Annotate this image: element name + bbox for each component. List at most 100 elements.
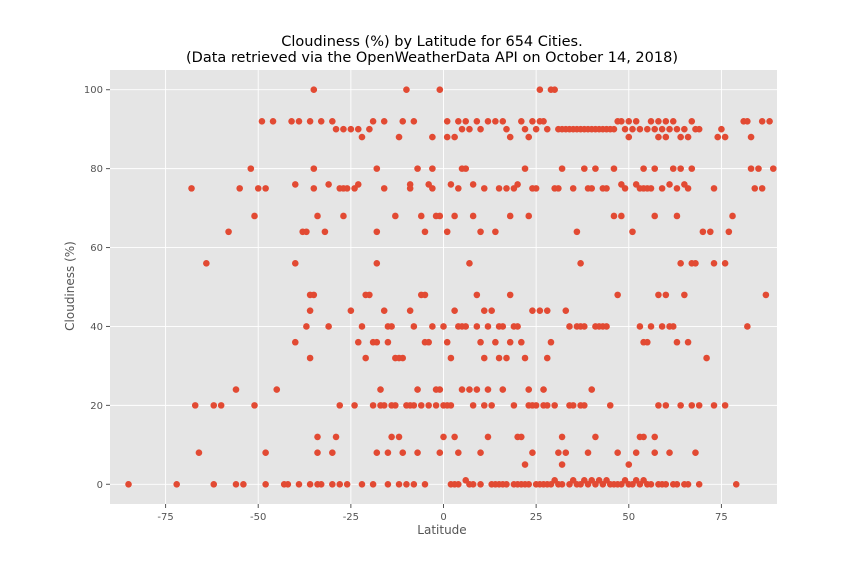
data-point — [621, 185, 629, 192]
data-point — [529, 307, 536, 314]
data-point — [558, 165, 566, 172]
data-point — [469, 181, 477, 188]
data-point — [473, 323, 481, 330]
chart-subtitle: (Data retrieved via the OpenWeatherData … — [186, 50, 678, 66]
data-point — [306, 117, 314, 125]
data-point — [395, 433, 403, 441]
data-point — [581, 323, 588, 330]
data-point — [632, 449, 640, 457]
data-point — [358, 133, 366, 141]
data-point — [291, 181, 299, 188]
data-point — [603, 323, 610, 330]
data-point — [640, 165, 647, 172]
data-point — [666, 181, 673, 188]
data-point — [543, 354, 551, 362]
data-point — [466, 125, 473, 133]
data-point — [503, 480, 510, 488]
data-point — [621, 125, 629, 133]
data-point — [684, 480, 692, 488]
data-point — [692, 260, 699, 267]
data-point — [436, 449, 444, 457]
data-point — [688, 117, 696, 125]
data-point — [677, 402, 684, 409]
data-point — [488, 307, 495, 314]
data-point — [588, 185, 596, 192]
data-point — [506, 338, 514, 346]
chart-title: Cloudiness (%) by Latitude for 654 Citie… — [281, 34, 583, 50]
data-point — [455, 480, 462, 488]
data-point — [332, 125, 340, 133]
data-point — [710, 402, 718, 409]
data-point — [366, 291, 373, 299]
data-point — [358, 323, 366, 330]
data-point — [369, 117, 377, 125]
data-point — [655, 402, 662, 409]
data-point — [525, 212, 533, 220]
data-point — [354, 125, 362, 133]
data-point — [236, 185, 243, 192]
data-point — [410, 323, 418, 330]
data-point — [666, 449, 673, 457]
data-point — [380, 402, 388, 409]
data-point — [558, 480, 566, 488]
data-point — [651, 433, 659, 441]
data-point — [447, 354, 455, 362]
data-point — [503, 125, 510, 133]
data-point — [625, 461, 633, 468]
data-point — [225, 228, 232, 236]
data-point — [688, 165, 696, 172]
data-point — [295, 117, 303, 125]
x-axis-ticks: -75 -50 -25 0 25 50 75 — [157, 504, 728, 523]
data-point — [640, 433, 647, 441]
data-point — [669, 165, 677, 172]
data-point — [373, 260, 381, 267]
data-point — [354, 338, 362, 346]
data-point — [414, 165, 421, 172]
data-point — [399, 449, 407, 457]
data-point — [436, 86, 444, 94]
data-point — [469, 212, 477, 220]
data-point — [306, 307, 314, 314]
data-point — [695, 402, 703, 409]
data-point — [188, 185, 195, 192]
data-point — [262, 185, 269, 192]
data-point — [362, 354, 369, 362]
data-point — [529, 449, 536, 457]
data-point — [373, 228, 381, 236]
data-point — [451, 433, 458, 441]
data-point — [317, 117, 325, 125]
data-point — [647, 117, 655, 125]
data-point — [403, 86, 410, 94]
data-point — [473, 291, 481, 299]
data-point — [514, 181, 521, 188]
data-point — [618, 117, 625, 125]
data-point — [755, 165, 762, 172]
data-point — [210, 480, 218, 488]
data-point — [406, 185, 414, 192]
data-point — [421, 480, 429, 488]
x-tick-label: 25 — [530, 512, 543, 523]
data-point — [325, 323, 332, 330]
data-point — [625, 133, 633, 141]
data-point — [506, 291, 514, 299]
data-point — [443, 228, 451, 236]
data-point — [503, 185, 510, 192]
data-point — [258, 117, 266, 125]
data-point — [340, 212, 347, 220]
data-point — [666, 125, 673, 133]
data-point — [644, 125, 651, 133]
data-point — [647, 480, 655, 488]
data-point — [269, 117, 277, 125]
data-point — [758, 117, 766, 125]
data-point — [484, 433, 492, 441]
y-tick-label: 40 — [90, 322, 103, 333]
data-point — [484, 323, 492, 330]
data-point — [732, 480, 740, 488]
data-point — [392, 212, 399, 220]
data-point — [399, 354, 407, 362]
data-point — [647, 323, 655, 330]
data-point — [240, 480, 247, 488]
data-point — [532, 185, 540, 192]
data-point — [655, 133, 662, 141]
y-tick-label: 80 — [90, 164, 103, 175]
